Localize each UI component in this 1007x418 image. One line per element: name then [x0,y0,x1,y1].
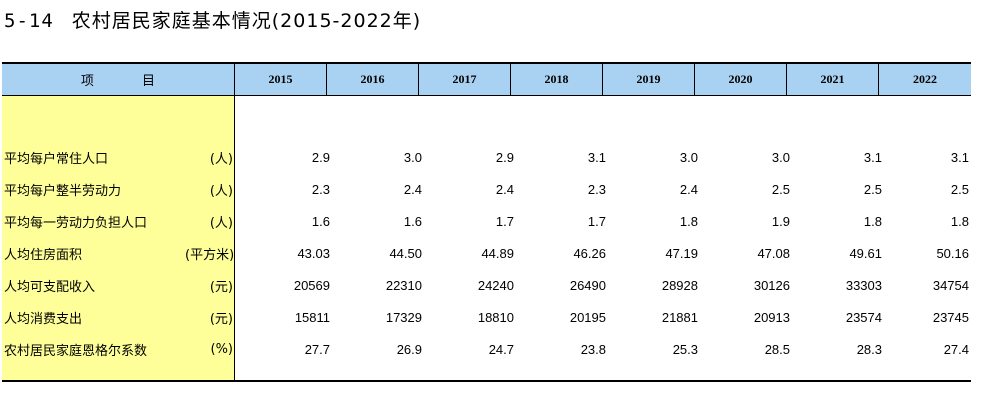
table-row: 平均每一劳动力负担人口 (人) 1.6 1.6 1.7 1.7 1.8 1.9 1.8 1.8 [2,205,971,237]
page-title: 5-14 农村居民家庭基本情况(2015-2022年) [4,6,421,33]
table-cell: 1.9 [771,213,790,229]
header-year-2021: 2021 [787,64,879,95]
table-cell: 26490 [569,277,606,293]
header-year-2020: 2020 [695,64,787,95]
table-top-rule [2,62,971,64]
table-cell: 43.03 [297,245,330,261]
table-header-row: 项 目 2015 2016 2017 2018 2019 2020 2021 2… [2,64,971,96]
table-cell: 1.8 [679,213,698,229]
table-cell: 2.5 [863,181,882,197]
row-unit: (平方米) [185,247,235,263]
table-cell: 50.16 [936,245,969,261]
row-unit: (人) [209,151,233,167]
header-year-2018: 2018 [511,64,603,95]
table-row: 农村居民家庭恩格尔系数 (%) 27.7 26.9 24.7 23.8 25.3 28.5 28… [2,333,971,365]
table-cell: 2.4 [495,181,514,197]
table-cell: 2.5 [950,181,969,197]
row-label: 农村居民家庭恩格尔系数 [4,343,148,359]
row-unit: (%) [210,341,234,357]
table-number: 5-14 [4,10,54,32]
table-cell: 23574 [845,309,882,325]
table-cell: 20569 [293,277,330,293]
row-unit: (人) [209,215,233,231]
row-label: 平均每户常住人口 [4,151,109,167]
table-cell: 20195 [569,309,606,325]
table-row: 平均每户整半劳动力 (人) 2.3 2.4 2.4 2.3 2.4 2.5 2.5 2.5 [2,173,971,205]
table-cell: 3.1 [863,149,882,165]
table-cell: 1.7 [587,213,606,229]
table-cell: 28.3 [856,341,882,357]
header-year-2016: 2016 [327,64,419,95]
table-cell: 15811 [294,309,330,325]
row-label: 人均消费支出 [4,311,83,327]
table-cell: 2.4 [403,181,422,197]
table-cell: 18810 [477,309,514,325]
row-label: 人均住房面积 [4,247,83,263]
table-cell: 3.0 [679,149,698,165]
table-cell: 3.0 [403,149,422,165]
table-cell: 47.08 [757,245,790,261]
table-cell: 2.9 [311,149,330,165]
table-cell: 33303 [845,277,882,293]
table-cell: 24240 [477,277,514,293]
header-year-2015: 2015 [235,64,327,95]
row-unit: (元) [209,311,233,327]
table-cell: 2.4 [679,181,698,197]
table-bottom-rule [2,380,971,382]
table-cell: 3.1 [587,149,606,165]
header-year-2022: 2022 [913,72,937,86]
table-cell: 1.8 [863,213,882,229]
table-cell: 44.89 [481,245,514,261]
table-cell: 34754 [932,277,969,293]
row-unit: (人) [209,183,233,199]
table-row: 人均住房面积 (平方米) 43.03 44.50 44.89 46.26 47.19 47.0… [2,237,971,269]
row-label: 平均每户整半劳动力 [4,183,122,199]
table-cell: 25.3 [672,341,698,357]
header-item: 项 目 [2,64,235,95]
table-row: 人均可支配收入 (元) 20569 22310 24240 26490 28928 30126… [2,269,971,301]
table-cell: 3.0 [771,149,790,165]
table-cell: 47.19 [665,245,698,261]
table-cell: 2.9 [495,149,514,165]
table-cell: 23745 [932,309,969,325]
row-unit: (元) [209,279,233,295]
table-cell: 2.3 [587,181,606,197]
header-year-2017: 2017 [419,64,511,95]
table-cell: 49.61 [849,245,882,261]
table-cell: 22310 [385,277,422,293]
table-cell: 1.8 [950,213,969,229]
table-cell: 21881 [661,309,698,325]
row-label: 人均可支配收入 [4,279,96,295]
table-cell: 2.3 [311,181,330,197]
table-cell: 3.1 [950,149,969,165]
table-cell: 28928 [661,277,698,293]
table-cell: 1.6 [311,213,330,229]
table-cell: 24.7 [488,341,514,357]
row-label: 平均每一劳动力负担人口 [4,215,148,231]
table-cell: 46.26 [573,245,606,261]
header-year-2019: 2019 [603,64,695,95]
statistics-table: 项 目 2015 2016 2017 2018 2019 2020 2021 2… [2,62,971,382]
table-cell: 27.4 [943,341,969,357]
table-cell: 2.5 [771,181,790,197]
table-cell: 44.50 [389,245,422,261]
table-row: 平均每户常住人口 (人) 2.9 3.0 2.9 3.1 3.0 3.0 3.1 3.1 [2,141,971,173]
table-row: 人均消费支出 (元) 15811 17329 18810 20195 21881 20913 2… [2,301,971,333]
table-cell: 20913 [753,309,790,325]
table-cell: 1.7 [495,213,514,229]
table-cell: 30126 [753,277,790,293]
label-column [2,96,235,380]
table-cell: 17329 [385,309,422,325]
table-cell: 28.5 [764,341,790,357]
table-cell: 27.7 [304,341,330,357]
table-cell: 23.8 [580,341,606,357]
table-cell: 26.9 [396,341,422,357]
table-title: 农村居民家庭基本情况(2015-2022年) [71,10,422,32]
table-cell: 1.6 [403,213,422,229]
